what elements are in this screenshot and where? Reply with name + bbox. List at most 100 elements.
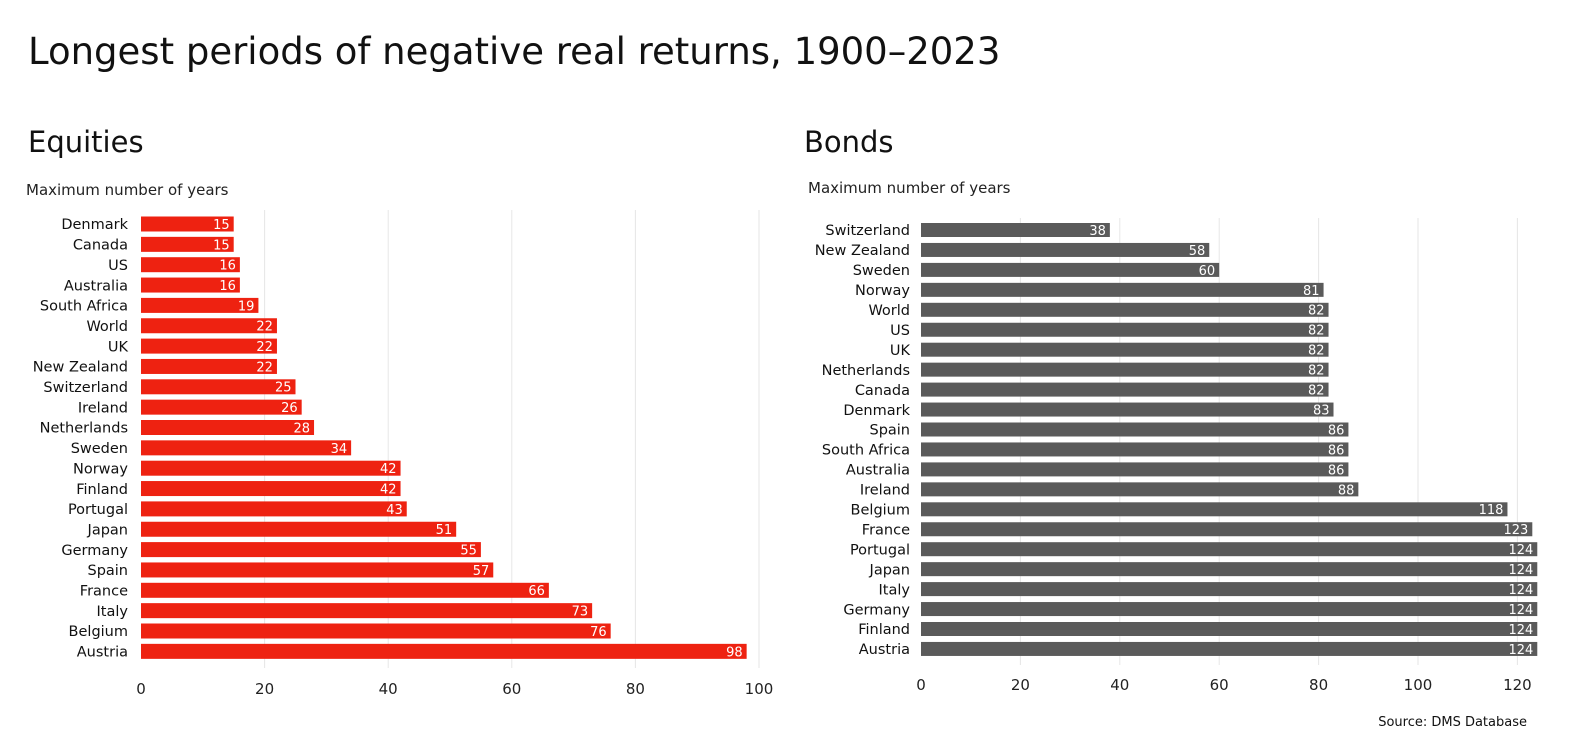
equities-tick-label: 40 (379, 680, 398, 698)
equities-category-label: Italy (97, 604, 129, 620)
equities-bar-spain (141, 562, 494, 578)
equities-category-label: UK (108, 339, 129, 355)
equities-value-label: 16 (219, 279, 236, 294)
bonds-category-label: Norway (855, 283, 910, 299)
bonds-tick-label: 60 (1210, 676, 1229, 694)
bonds-bar-portugal (921, 542, 1538, 557)
bonds-category-label: Austria (859, 642, 910, 658)
equities-value-label: 22 (256, 320, 273, 335)
equities-value-label: 34 (331, 442, 348, 457)
bonds-value-label: 86 (1328, 463, 1345, 478)
bonds-tick-label: 0 (916, 676, 926, 694)
bonds-value-label: 124 (1508, 623, 1533, 638)
equities-bar-ireland (141, 399, 302, 415)
bonds-value-label: 58 (1189, 244, 1206, 259)
equities-bar-new-zealand (141, 358, 277, 374)
equities-category-label: South Africa (40, 299, 128, 315)
bonds-tick-label: 120 (1503, 676, 1532, 694)
equities-bar-italy (141, 603, 593, 619)
equities-bar-austria (141, 643, 747, 659)
equities-tick-label: 0 (136, 680, 146, 698)
bonds-value-label: 82 (1308, 384, 1325, 399)
equities-bar-finland (141, 481, 401, 497)
bonds-category-label: US (890, 323, 910, 339)
equities-bar-netherlands (141, 420, 315, 435)
equities-value-label: 16 (219, 259, 236, 274)
equities-category-label: Australia (64, 278, 128, 294)
equities-category-label: Ireland (78, 400, 128, 416)
bonds-value-label: 88 (1338, 483, 1355, 498)
bonds-value-label: 86 (1328, 423, 1345, 438)
bonds-value-label: 83 (1313, 403, 1330, 418)
bonds-category-label: Portugal (850, 542, 910, 558)
equities-value-label: 51 (436, 523, 453, 538)
equities-bar-japan (141, 521, 457, 537)
equities-tick-label: 80 (626, 680, 645, 698)
equities-category-label: US (108, 258, 128, 274)
bonds-bar-italy (921, 582, 1538, 597)
equities-bar-sweden (141, 440, 352, 456)
equities-bar-switzerland (141, 379, 296, 395)
bonds-bar-world (921, 302, 1329, 317)
bonds-bar-spain (921, 422, 1349, 437)
equities-value-label: 19 (238, 299, 255, 314)
bonds-category-label: Canada (855, 383, 910, 399)
bonds-category-label: France (862, 522, 910, 538)
equities-value-label: 98 (726, 645, 743, 660)
equities-bar-belgium (141, 623, 611, 639)
bonds-category-label: Germany (843, 602, 910, 618)
bonds-value-label: 86 (1328, 443, 1345, 458)
page-title: Longest periods of negative real returns… (28, 30, 1001, 73)
bonds-category-label: Ireland (860, 483, 910, 499)
equities-bar-canada (141, 236, 234, 252)
bonds-bar-switzerland (921, 223, 1110, 237)
bonds-category-label: Denmark (843, 403, 910, 419)
bonds-bar-germany (921, 602, 1538, 617)
bonds-bar-japan (921, 562, 1538, 577)
bonds-axis-unit: Maximum number of years (808, 179, 1011, 197)
bonds-value-label: 82 (1308, 344, 1325, 359)
equities-value-label: 73 (572, 605, 589, 620)
bonds-bar-new-zealand (921, 242, 1210, 257)
equities-value-label: 22 (256, 360, 273, 375)
equities-bar-denmark (141, 216, 234, 232)
equities-value-label: 66 (528, 584, 545, 599)
bonds-category-label: Switzerland (825, 223, 910, 239)
equities-bar-france (141, 582, 549, 598)
bonds-bar-denmark (921, 402, 1334, 417)
equities-bar-portugal (141, 501, 407, 517)
equities-category-label: Netherlands (40, 421, 128, 437)
bonds-value-label: 123 (1503, 523, 1528, 538)
equities-panel-title: Equities (28, 125, 144, 159)
bonds-value-label: 81 (1303, 284, 1320, 299)
bonds-category-label: World (868, 303, 910, 319)
bonds-bar-finland (921, 622, 1538, 636)
equities-category-label: Belgium (69, 624, 128, 640)
equities-value-label: 25 (275, 381, 292, 396)
bonds-value-label: 82 (1308, 364, 1325, 379)
source-note: Source: DMS Database (1378, 715, 1527, 730)
bonds-category-label: Belgium (851, 503, 910, 519)
bonds-bar-south-africa (921, 442, 1349, 457)
equities-category-label: Canada (73, 238, 128, 254)
bonds-tick-label: 80 (1309, 676, 1328, 694)
equities-category-label: Portugal (68, 502, 128, 518)
bonds-bar-belgium (921, 502, 1508, 517)
bonds-bar-uk (921, 342, 1329, 357)
equities-bar-germany (141, 542, 481, 558)
equities-value-label: 22 (256, 340, 273, 355)
bonds-value-label: 124 (1508, 643, 1533, 658)
equities-category-label: World (86, 319, 128, 335)
equities-value-label: 57 (473, 564, 490, 579)
bonds-category-label: Netherlands (822, 363, 910, 379)
bonds-bar-australia (921, 462, 1349, 477)
equities-bar-world (141, 318, 277, 334)
equities-value-label: 76 (590, 625, 607, 640)
equities-category-label: Norway (73, 461, 128, 477)
equities-tick-label: 100 (745, 680, 774, 698)
bonds-bar-ireland (921, 482, 1359, 497)
equities-value-label: 15 (213, 218, 230, 233)
equities-value-label: 15 (213, 238, 230, 253)
equities-value-label: 28 (293, 421, 310, 436)
